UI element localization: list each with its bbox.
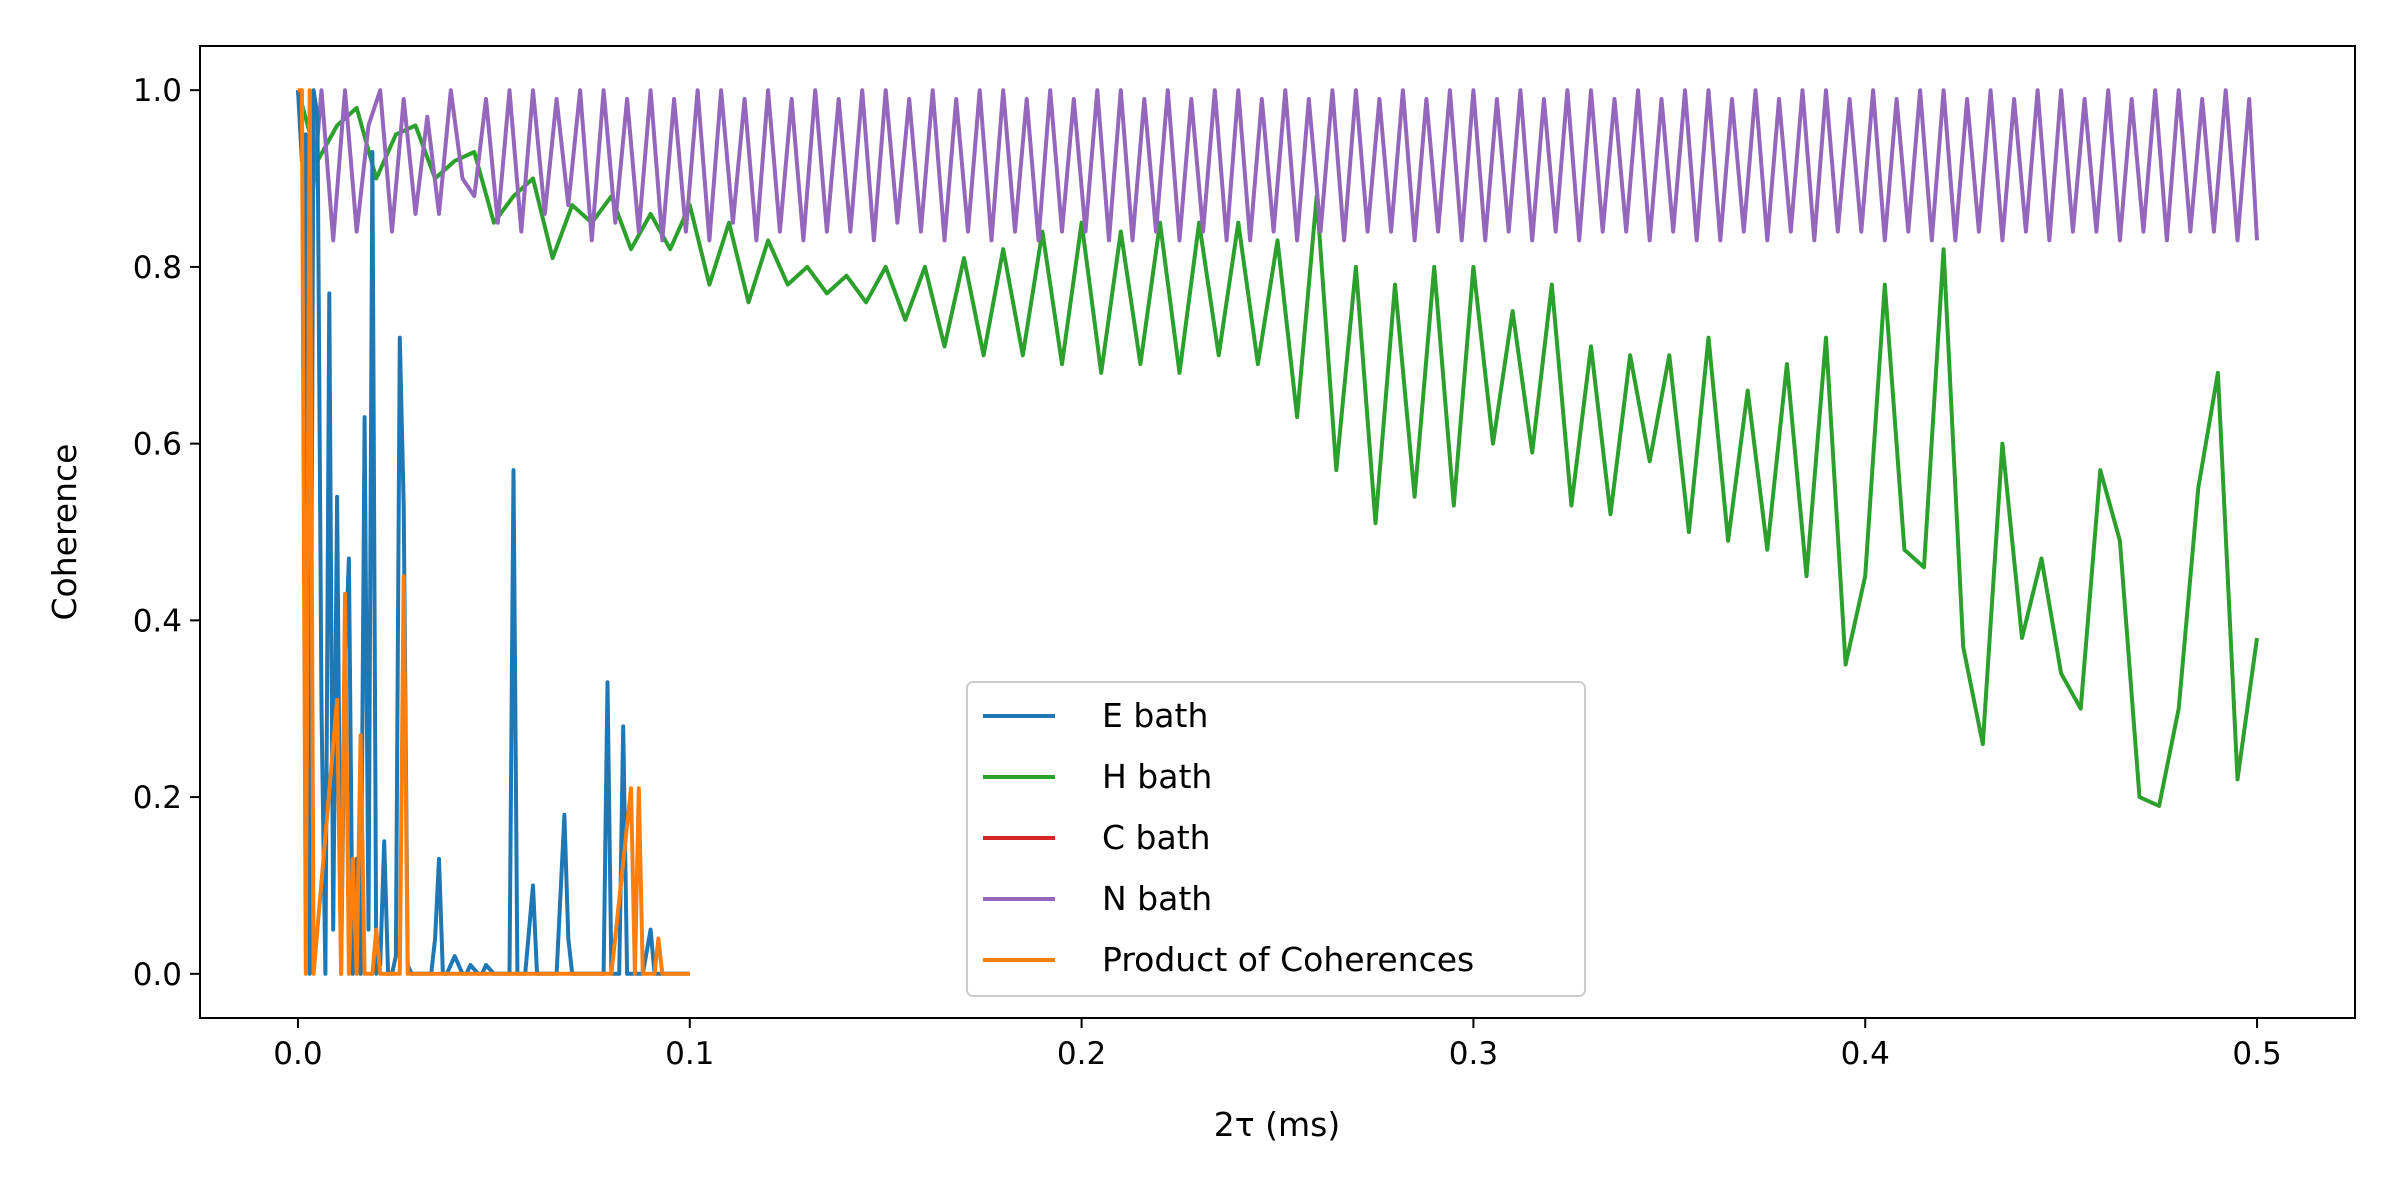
series-line-h-bath — [296, 89, 2259, 808]
series-line-product-of-coherences — [298, 88, 690, 976]
legend-label: C bath — [1102, 818, 1211, 857]
y-tick-label: 1.0 — [133, 73, 182, 109]
x-tick-label: 0.4 — [1841, 1036, 1890, 1072]
y-tick-label: 0.8 — [133, 250, 182, 286]
x-axis-title: 2τ (ms) — [1214, 1105, 1340, 1144]
legend-box — [966, 681, 1586, 997]
x-tick-label: 0.1 — [665, 1036, 714, 1072]
x-tick-label: 0.2 — [1057, 1036, 1106, 1072]
y-tick-label: 0.4 — [133, 603, 182, 639]
legend-label: N bath — [1102, 879, 1212, 918]
x-tick-label: 0.0 — [273, 1036, 322, 1072]
y-tick-label: 0.2 — [133, 780, 182, 816]
y-tick-label: 0.0 — [133, 957, 182, 993]
plot-lines — [296, 88, 2259, 976]
legend-label: H bath — [1102, 757, 1212, 796]
y-tick-label: 0.6 — [133, 427, 182, 463]
x-tick-label: 0.5 — [2232, 1036, 2281, 1072]
plot-area-frame — [199, 45, 2356, 1019]
x-axis: 0.0 0.1 0.2 0.3 0.4 0.5 — [273, 1018, 2282, 1072]
y-axis: 0.0 0.2 0.4 0.6 0.8 1.0 — [133, 73, 200, 993]
legend: E bath H bath C bath N bath Product of Coher… — [966, 681, 1586, 997]
y-axis-title: Coherence — [45, 444, 84, 621]
series-line-n-bath — [296, 88, 2259, 243]
legend-label: Product of Coherences — [1102, 940, 1474, 979]
x-tick-label: 0.3 — [1449, 1036, 1498, 1072]
legend-label: E bath — [1102, 696, 1208, 735]
